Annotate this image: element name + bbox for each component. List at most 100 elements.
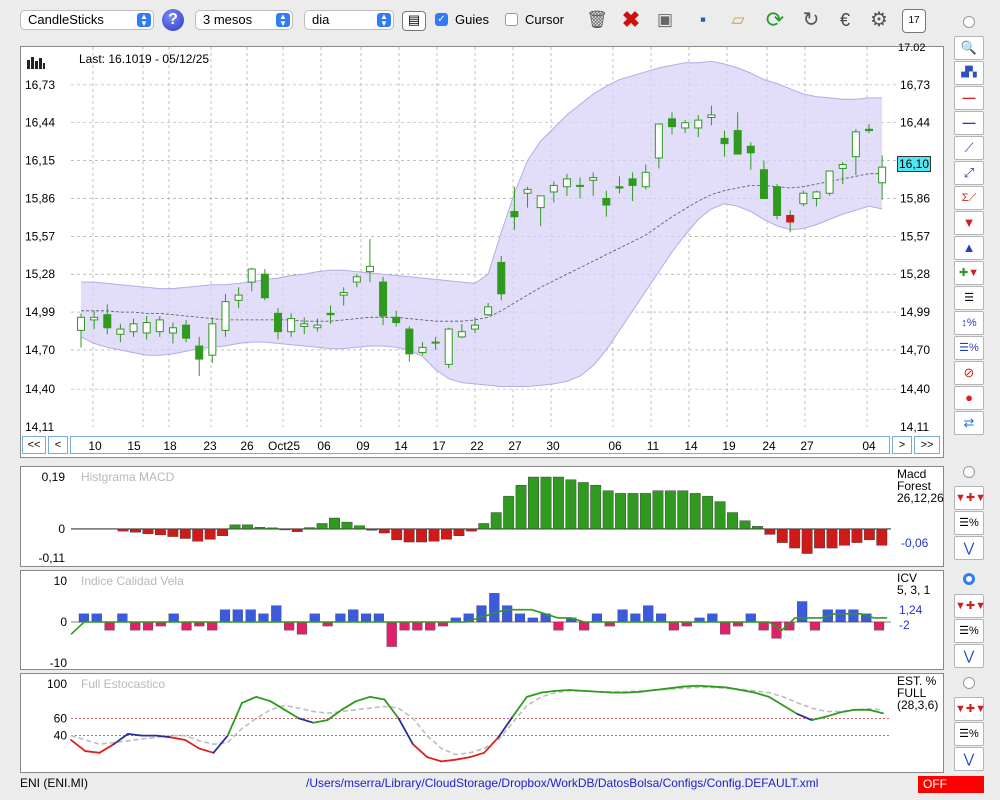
date-label: 27 <box>508 439 522 453</box>
macd-bar <box>839 528 850 546</box>
macd-bar <box>142 528 154 535</box>
macd-percent-icon[interactable]: ☰% <box>954 511 984 535</box>
candle-body <box>694 119 703 129</box>
stoch-signal-icon[interactable]: ▼✚▼ <box>954 697 986 721</box>
icv-percent-icon[interactable]: ☰% <box>954 619 984 643</box>
cursor-checkbox[interactable] <box>505 13 518 26</box>
macd-bar <box>776 528 788 543</box>
config-path[interactable]: /Users/mserra/Library/CloudStorage/Dropb… <box>306 776 819 790</box>
horizontal-line-blue-icon[interactable]: — <box>954 111 984 135</box>
macd-bar <box>416 528 428 543</box>
candle-body <box>300 323 309 327</box>
state-badge[interactable]: OFF <box>918 776 984 793</box>
macd-bar <box>291 528 303 532</box>
icv-signal-icon[interactable]: ▼✚▼ <box>954 594 986 618</box>
stoch-k-segment <box>739 689 756 694</box>
stoch-axis-label: 40 <box>54 729 68 743</box>
channel-icon[interactable]: ⟋ <box>954 136 984 160</box>
macd-bar <box>378 528 390 534</box>
chart-type-value: CandleSticks <box>28 12 104 27</box>
icv-bar <box>514 613 526 623</box>
indicator-chart-icon[interactable]: ▟▚ <box>954 61 984 85</box>
date-axis[interactable]: 10 15 18 23 26 Oct25 06 09 14 17 22 27 30 06 11 14 19 24 2… <box>70 436 890 454</box>
stop-icon[interactable]: ⊘ <box>954 361 984 385</box>
swap-icon[interactable]: ⇄ <box>954 411 984 435</box>
help-icon[interactable]: ? <box>162 9 184 31</box>
add-signal-icon[interactable]: ✚▼ <box>954 261 984 285</box>
stoch-k-segment <box>383 698 400 720</box>
stoch-percent-icon[interactable]: ☰% <box>954 722 984 746</box>
main-panel-radio[interactable] <box>963 16 975 28</box>
icv-bar <box>181 621 192 631</box>
first-button[interactable]: << <box>22 436 46 454</box>
zoom-icon[interactable]: 🔍 <box>954 36 984 60</box>
icv-bar <box>463 613 474 623</box>
candle-body <box>615 186 624 189</box>
macd-curve-icon[interactable]: ⋁ <box>954 536 984 560</box>
horizontal-line-red-icon[interactable]: — <box>954 86 984 110</box>
stoch-k-segment <box>283 708 300 720</box>
macd-signal-icon[interactable]: ▼✚▼ <box>954 486 986 510</box>
guies-checkbox[interactable]: ✓ <box>435 13 448 26</box>
prev-button[interactable]: < <box>48 436 68 454</box>
icv-panel-radio[interactable] <box>963 573 975 585</box>
trendline-icon[interactable]: ⤢ <box>954 161 984 185</box>
icv-bar <box>643 605 654 623</box>
refresh-icon[interactable]: ⟳ <box>765 7 785 32</box>
gear-icon[interactable]: ⚙ <box>870 9 888 31</box>
record-icon[interactable]: ● <box>954 386 984 410</box>
stoch-k-segment <box>511 695 528 718</box>
chevron-updown-icon: ▲ ▼ <box>377 13 391 28</box>
icv-info-params: 5, 3, 1 <box>897 583 931 597</box>
arrow-up-icon[interactable]: ▲ <box>954 236 984 260</box>
macd-bar <box>727 512 738 530</box>
euro-icon[interactable]: € <box>839 10 850 30</box>
percent-scale-icon[interactable]: ↕% <box>954 311 984 335</box>
macd-bar <box>254 527 266 530</box>
stoch-k-segment <box>497 715 514 739</box>
last-button[interactable]: >> <box>914 436 940 454</box>
date-label: 30 <box>546 439 560 453</box>
update-icon[interactable]: ↻ <box>802 9 820 31</box>
arrow-down-icon[interactable]: ▼ <box>954 211 984 235</box>
stoch-k-segment <box>668 685 685 690</box>
delete-icon[interactable]: ✖ <box>621 7 641 32</box>
price-axis-label-left: 14,40 <box>25 382 55 396</box>
macd-bar <box>403 528 415 543</box>
percent-lines-icon[interactable]: ☰% <box>954 336 984 360</box>
macd-panel-radio[interactable] <box>963 466 975 478</box>
candle-body <box>234 294 243 301</box>
icv-axis-label: -10 <box>50 656 68 669</box>
candle-body <box>510 211 519 218</box>
candle-body <box>812 191 821 199</box>
stoch-curve-icon[interactable]: ⋁ <box>954 747 984 771</box>
camera-icon[interactable]: ▣ <box>656 10 674 29</box>
trash-icon[interactable]: 🗑 <box>586 10 608 29</box>
macd-bar <box>441 528 452 540</box>
period-select[interactable]: 3 mesos ▲ ▼ <box>195 10 293 30</box>
next-button[interactable]: > <box>892 436 912 454</box>
chart-type-select[interactable]: CandleSticks ▲ ▼ <box>20 10 154 30</box>
icv-bar <box>412 621 423 631</box>
icv-bar <box>104 621 115 631</box>
calendar-icon[interactable]: 17 <box>902 9 926 33</box>
icv-bar <box>386 621 397 647</box>
icv-bar <box>284 621 295 631</box>
sigma-icon[interactable]: Σ⟋ <box>954 186 984 210</box>
price-axis-label-left: 16,73 <box>25 78 55 92</box>
folder-icon[interactable]: ▱ <box>731 10 745 29</box>
window-icon[interactable]: ▤ <box>402 11 426 31</box>
icv-curve-icon[interactable]: ⋁ <box>954 644 984 668</box>
icv-axis-label: 10 <box>54 574 68 588</box>
macd-chart: 0,19 0 -0,11 <box>39 470 891 565</box>
stoch-title: Full Estocastico <box>81 677 166 691</box>
lines-icon[interactable]: ☰ <box>954 286 984 310</box>
save-icon[interactable]: ▪ <box>699 10 707 29</box>
macd-bar <box>590 485 602 530</box>
macd-axis-label: 0,19 <box>42 470 66 484</box>
candle-body <box>182 324 191 339</box>
interval-select[interactable]: dia ▲ ▼ <box>304 10 394 30</box>
toolbar: CandleSticks ▲ ▼ ? 3 mesos ▲ ▼ dia ▲ ▼ ▤ ✓ … <box>0 0 1000 44</box>
stoch-panel-radio[interactable] <box>963 677 975 689</box>
date-label: 18 <box>163 439 177 453</box>
